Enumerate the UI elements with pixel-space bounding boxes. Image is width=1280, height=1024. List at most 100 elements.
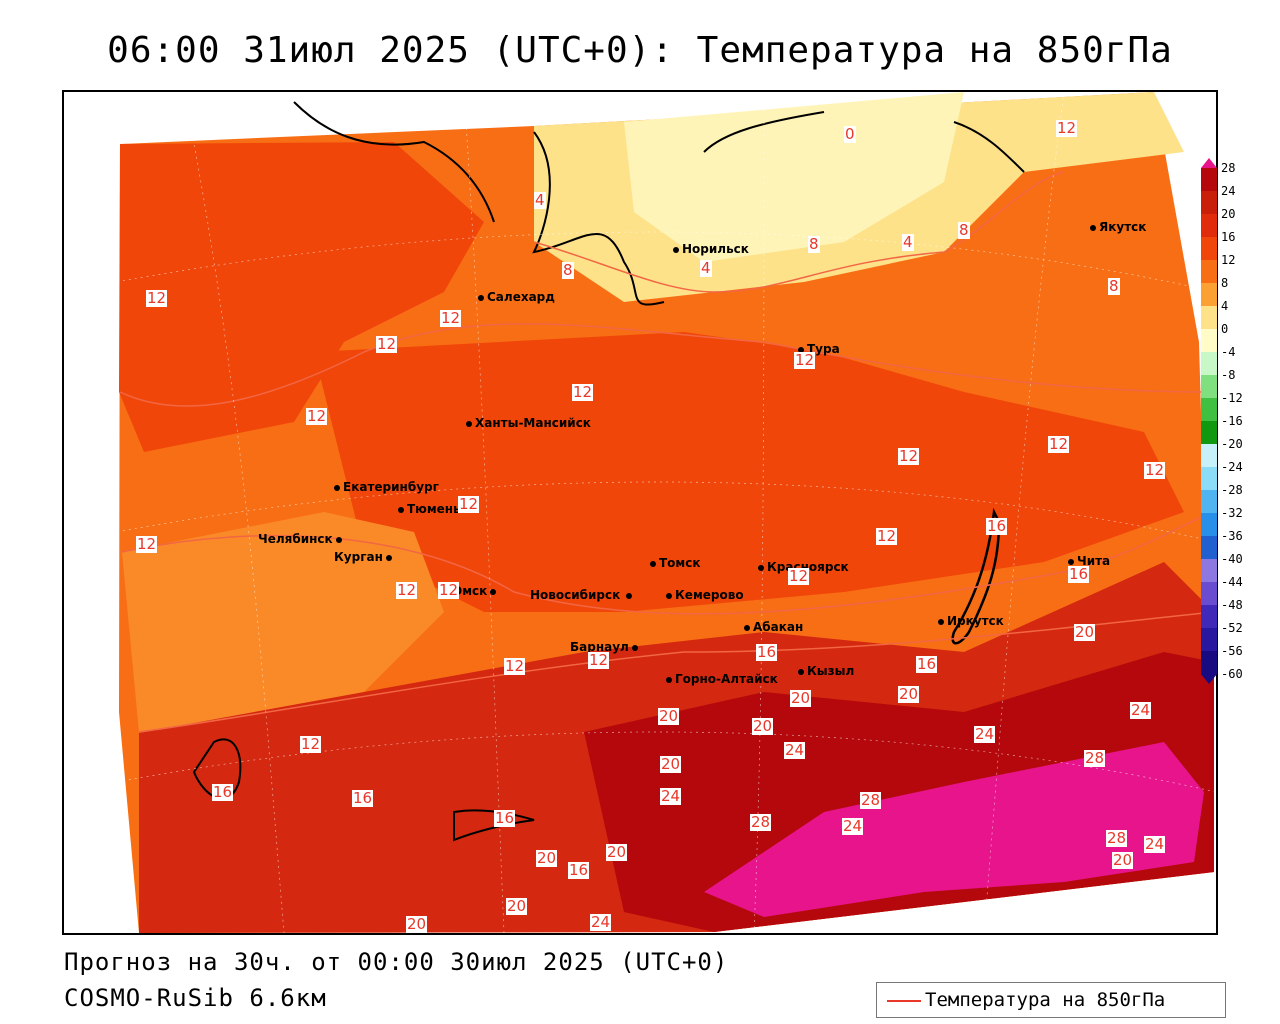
isotherm-label: 20 xyxy=(898,685,920,703)
isotherm-label: 20 xyxy=(660,755,682,773)
isotherm-label: 16 xyxy=(568,861,590,879)
scale-tick-label: -60 xyxy=(1221,667,1243,681)
scale-top-arrow xyxy=(1201,158,1217,168)
scale-tick-label: -8 xyxy=(1221,368,1236,382)
isotherm-label: 24 xyxy=(784,741,806,759)
isotherm-label: 16 xyxy=(352,789,374,807)
scale-segment xyxy=(1201,260,1217,284)
isotherm-label: 24 xyxy=(842,817,864,835)
map-canvas xyxy=(64,92,1216,933)
isotherm-label: 8 xyxy=(808,235,820,253)
isotherm-label: 12 xyxy=(438,581,460,599)
isotherm-label: 12 xyxy=(572,383,594,401)
isotherm-label: 28 xyxy=(750,813,772,831)
scale-segment xyxy=(1201,444,1217,468)
isotherm-label: 16 xyxy=(986,517,1008,535)
city-kyzyl: Кызыл xyxy=(798,664,854,678)
isotherm-label: 4 xyxy=(700,259,712,277)
city-kemerovo: Кемерово xyxy=(666,588,744,602)
city-gorno-altaysk: Горно-Алтайск xyxy=(666,672,778,686)
city-barnaul: Барнаул xyxy=(570,640,641,654)
city-tura: Тура xyxy=(798,342,840,356)
city-norilsk: Норильск xyxy=(673,242,749,256)
isotherm-label: 8 xyxy=(1108,277,1120,295)
isotherm-label: 4 xyxy=(902,233,914,251)
city-khanty-mansiysk: Ханты-Мансийск xyxy=(466,416,591,430)
isotherm-label: 12 xyxy=(794,351,816,369)
scale-tick-label: -48 xyxy=(1221,598,1243,612)
scale-tick-label: -36 xyxy=(1221,529,1243,543)
scale-segment xyxy=(1201,398,1217,422)
scale-segment xyxy=(1201,559,1217,583)
isotherm-label: 12 xyxy=(396,581,418,599)
caspian-outline xyxy=(192,738,242,800)
city-abakan: Абакан xyxy=(744,620,803,634)
scale-segment xyxy=(1201,306,1217,330)
isotherm-label: 24 xyxy=(590,913,612,931)
lake-baikal xyxy=(951,507,1001,645)
scale-segment xyxy=(1201,283,1217,307)
city-kurgan: Курган xyxy=(334,550,395,564)
scale-tick-label: 12 xyxy=(1221,253,1236,267)
scale-segment xyxy=(1201,375,1217,399)
city-salekhard: Салехард xyxy=(478,290,555,304)
scale-segment xyxy=(1201,605,1217,629)
scale-tick-label: 4 xyxy=(1221,299,1229,313)
scale-tick-label: -24 xyxy=(1221,460,1243,474)
scale-segment xyxy=(1201,237,1217,261)
scale-segment xyxy=(1201,421,1217,445)
scale-segment xyxy=(1201,467,1217,491)
scale-tick-label: -20 xyxy=(1221,437,1243,451)
temperature-map: Норильск Якутск Салехард Тура Ханты-Манс… xyxy=(62,90,1218,935)
isotherm-label: 12 xyxy=(788,567,810,585)
isotherm-label: 20 xyxy=(1112,851,1134,869)
isotherm-label: 0 xyxy=(844,125,856,143)
scale-segment xyxy=(1201,582,1217,606)
scale-segment xyxy=(1201,329,1217,353)
isotherm-label: 12 xyxy=(1048,435,1070,453)
city-chita: Чита xyxy=(1068,554,1110,568)
warm-zone-12a xyxy=(119,142,484,452)
isotherm-label: 24 xyxy=(660,787,682,805)
isotherm-label: 28 xyxy=(1106,829,1128,847)
isotherm-label: 12 xyxy=(440,309,462,327)
scale-segment xyxy=(1201,651,1217,675)
scale-tick-label: -4 xyxy=(1221,345,1236,359)
isotherm-lines xyxy=(119,171,1215,733)
scale-segment xyxy=(1201,214,1217,238)
isotherm-label: 20 xyxy=(406,915,428,933)
isotherm-label: 12 xyxy=(898,447,920,465)
city-irkutsk: Иркутск xyxy=(938,614,1004,628)
coastline xyxy=(293,101,1025,306)
isotherm-label: 8 xyxy=(562,261,574,279)
isotherm-label: 16 xyxy=(494,809,516,827)
scale-segment xyxy=(1201,191,1217,215)
isotherm-label: 24 xyxy=(974,725,996,743)
scale-tick-label: -52 xyxy=(1221,621,1243,635)
scale-segment xyxy=(1201,536,1217,560)
city-yakutsk: Якутск xyxy=(1090,220,1146,234)
scale-segment xyxy=(1201,490,1217,514)
scale-tick-label: -16 xyxy=(1221,414,1243,428)
isotherm-label: 24 xyxy=(1130,701,1152,719)
isotherm-label: 28 xyxy=(1084,749,1106,767)
isotherm-label: 12 xyxy=(504,657,526,675)
isotherm-label: 20 xyxy=(536,849,558,867)
isotherm-label: 12 xyxy=(1056,119,1078,137)
isotherm-label: 16 xyxy=(1068,565,1090,583)
isotherm-label: 16 xyxy=(916,655,938,673)
cold-zone-pale xyxy=(624,92,964,262)
city-chelyabinsk: Челябинск xyxy=(258,532,345,546)
isotherm-label: 28 xyxy=(860,791,882,809)
city-tyumen: Тюмень xyxy=(398,502,461,516)
isotherm-label: 12 xyxy=(146,289,168,307)
isotherm-label: 4 xyxy=(534,191,546,209)
isotherm-label: 20 xyxy=(506,897,528,915)
isotherm-label: 20 xyxy=(606,843,628,861)
scale-segment xyxy=(1201,352,1217,376)
legend: Температура на 850гПа xyxy=(876,982,1226,1018)
isotherm-label: 16 xyxy=(212,783,234,801)
isotherm-label: 12 xyxy=(136,535,158,553)
city-krasnoyarsk: Красноярск xyxy=(758,560,849,574)
scale-segment xyxy=(1201,513,1217,537)
